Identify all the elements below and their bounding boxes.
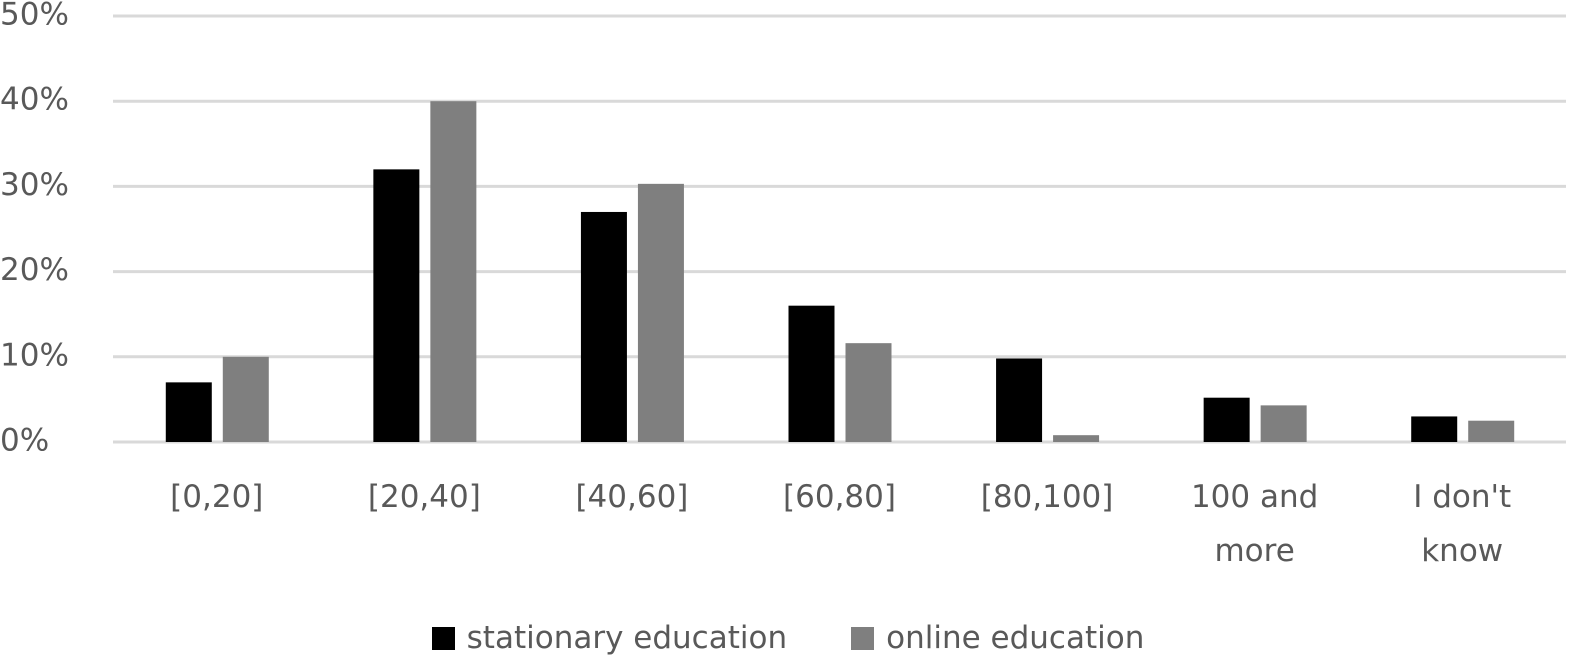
legend-item: online education bbox=[851, 620, 1144, 656]
legend-item: stationary education bbox=[431, 620, 788, 656]
y-tick-label: 20% bbox=[0, 252, 69, 288]
y-tick-label: 0% bbox=[0, 423, 49, 459]
legend: stationary education online education bbox=[0, 620, 1576, 656]
bar bbox=[637, 183, 684, 442]
bar bbox=[788, 305, 835, 442]
x-tick-label: [0,20] bbox=[170, 479, 264, 515]
y-tick-label: 40% bbox=[0, 82, 69, 118]
x-tick-label: 100 and more bbox=[1190, 479, 1319, 569]
bar bbox=[1203, 397, 1250, 442]
bar bbox=[1260, 405, 1307, 442]
bar bbox=[996, 358, 1043, 442]
legend-label: online education bbox=[886, 620, 1145, 656]
legend-swatch bbox=[851, 626, 875, 650]
bar bbox=[222, 356, 269, 442]
bar bbox=[1468, 420, 1515, 442]
x-tick-label: [80,100] bbox=[980, 479, 1114, 515]
bar bbox=[1053, 435, 1100, 442]
y-tick-label: 10% bbox=[0, 337, 69, 373]
bar bbox=[165, 382, 212, 442]
x-tick-label: [40,60] bbox=[575, 479, 689, 515]
x-tick-label: I don't know bbox=[1413, 479, 1512, 569]
legend-swatch bbox=[431, 626, 455, 650]
legend-label: stationary education bbox=[466, 620, 788, 656]
x-tick-label: [60,80] bbox=[783, 479, 896, 515]
y-tick-label: 50% bbox=[0, 0, 69, 33]
bar bbox=[845, 343, 892, 442]
x-tick-label: [20,40] bbox=[367, 479, 481, 515]
bar bbox=[1411, 416, 1458, 442]
y-tick-label: 30% bbox=[0, 167, 69, 203]
bar bbox=[373, 169, 420, 443]
bar bbox=[580, 211, 627, 442]
bar bbox=[430, 101, 477, 442]
